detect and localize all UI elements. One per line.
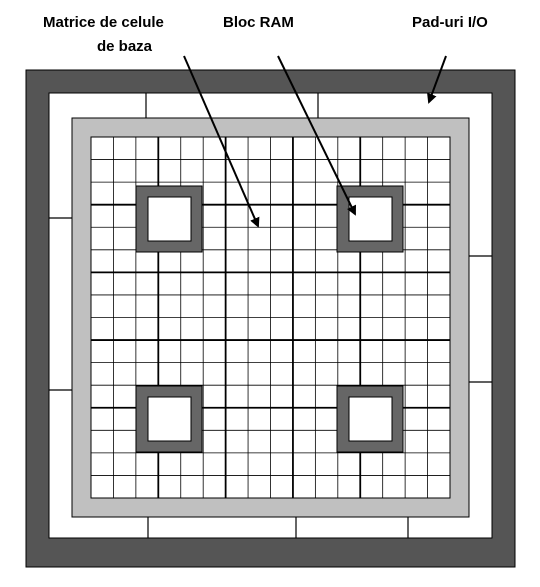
arrow-ram [277, 55, 356, 216]
ram-block-top-right [336, 185, 404, 253]
ram-block-bottom-left [135, 385, 203, 453]
label-cell-matrix-line1: Matrice de celule [43, 14, 164, 31]
ram-block-bottom-right [336, 385, 404, 453]
io-pad-separators [49, 93, 492, 538]
ram-block-top-left [135, 185, 203, 253]
label-ram-block: Bloc RAM [223, 14, 294, 31]
label-cell-matrix-line2: de baza [97, 38, 153, 55]
arrow-io [427, 55, 447, 104]
label-io-pads: Pad-uri I/O [412, 14, 488, 31]
arrow-matrix [183, 55, 260, 228]
